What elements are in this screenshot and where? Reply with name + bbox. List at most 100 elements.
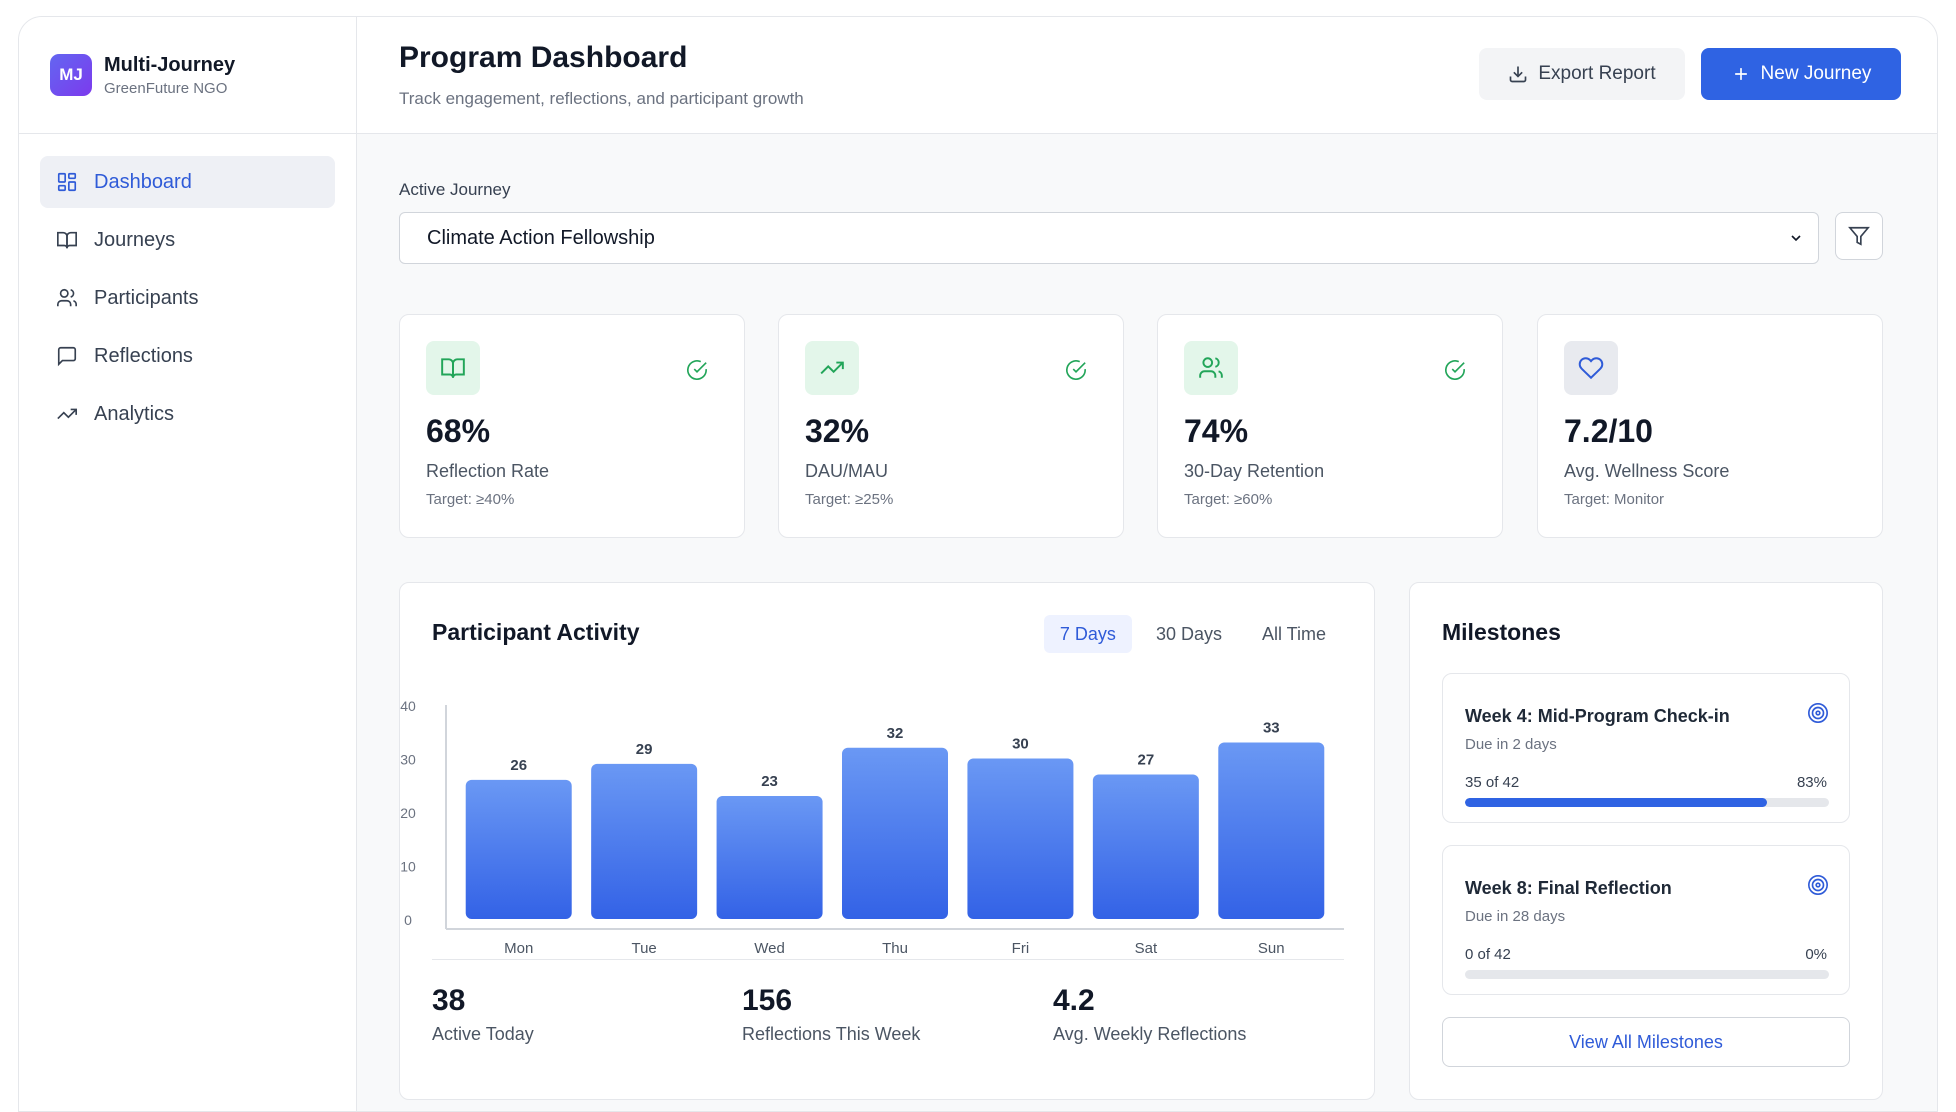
trending-up-icon: [57, 408, 77, 420]
metric-icon-box: [805, 341, 859, 395]
milestone-item[interactable]: Week 4: Mid-Program Check-in Due in 2 da…: [1442, 673, 1850, 823]
tab-all-time[interactable]: All Time: [1261, 624, 1326, 644]
milestone-percent: 0%: [1805, 946, 1827, 963]
active-journey-select[interactable]: Climate Action Fellowship: [399, 212, 1819, 264]
new-journey-label: New Journey: [1760, 63, 1872, 84]
stat-label: Reflections This Week: [742, 1024, 921, 1044]
sidebar: MJ Multi-Journey GreenFuture NGO Dashboa…: [19, 17, 357, 1111]
users-icon: [57, 288, 77, 307]
sidebar-item-participants[interactable]: Participants: [40, 272, 335, 324]
filter-icon: [1848, 226, 1870, 246]
app-window: MJ Multi-Journey GreenFuture NGO Dashboa…: [18, 16, 1938, 1112]
tab-7-days[interactable]: 7 Days: [1043, 615, 1132, 653]
bar-data-label: 27: [1138, 752, 1155, 769]
brand-org: GreenFuture NGO: [104, 79, 228, 97]
milestone-count: 35 of 42: [1465, 774, 1520, 791]
chart-bar: [591, 763, 698, 919]
bar-data-label: 23: [761, 773, 778, 790]
bar-data-label: 29: [636, 741, 653, 758]
metric-value: 74%: [1184, 413, 1249, 449]
metric-cards: 68% Reflection Rate Target: ≥40% 32% DAU…: [399, 314, 1883, 538]
check-circle-icon: [1066, 360, 1086, 380]
x-tick-label: Fri: [1012, 940, 1030, 953]
range-tabs: 7 Days 30 Days All Time: [1036, 615, 1342, 653]
chart-bar: [1218, 742, 1325, 919]
users-icon: [1199, 357, 1223, 378]
brand-logo: MJ: [50, 54, 92, 96]
book-icon: [57, 231, 77, 249]
milestone-name: Week 8: Final Reflection: [1465, 878, 1672, 898]
bar-data-label: 26: [510, 757, 527, 774]
sidebar-item-journeys[interactable]: Journeys: [40, 214, 335, 266]
sidebar-item-reflections[interactable]: Reflections: [40, 330, 335, 382]
stat-active-today: 38 Active Today: [432, 984, 534, 1045]
metric-card-dau-mau: 32% DAU/MAU Target: ≥25%: [778, 314, 1124, 538]
x-tick-label: Sat: [1135, 940, 1158, 953]
participant-activity-panel: Participant Activity 7 Days 30 Days All …: [399, 582, 1375, 1100]
page-title: Program Dashboard: [399, 41, 688, 74]
y-tick-label: 10: [400, 859, 416, 875]
x-tick-label: Tue: [631, 940, 656, 953]
milestone-due: Due in 2 days: [1465, 736, 1557, 753]
brand: MJ Multi-Journey GreenFuture NGO: [19, 17, 356, 134]
view-all-milestones-button[interactable]: View All Milestones: [1442, 1017, 1850, 1067]
export-report-button[interactable]: Export Report: [1479, 48, 1685, 100]
plus-icon: [1734, 68, 1747, 80]
activity-stats: 38 Active Today 156 Reflections This Wee…: [432, 959, 1344, 1044]
page-subtitle: Track engagement, reflections, and parti…: [399, 89, 804, 108]
metric-value: 7.2/10: [1564, 413, 1653, 449]
metric-label: Reflection Rate: [426, 461, 550, 481]
milestone-item[interactable]: Week 8: Final Reflection Due in 28 days …: [1442, 845, 1850, 995]
chart-bar: [967, 758, 1074, 919]
download-icon: [1510, 66, 1527, 83]
milestone-percent: 83%: [1796, 774, 1827, 791]
metric-label: Avg. Wellness Score: [1564, 461, 1730, 481]
metric-card-retention: 74% 30-Day Retention Target: ≥60%: [1157, 314, 1503, 538]
metric-value: 68%: [426, 413, 491, 449]
check-circle-icon: [1445, 360, 1465, 380]
y-tick-label: 20: [400, 805, 416, 821]
metric-label: DAU/MAU: [805, 461, 889, 481]
target-icon: [1808, 703, 1828, 723]
x-tick-label: Thu: [882, 940, 908, 953]
chart-bar: [1092, 774, 1199, 919]
bar-data-label: 33: [1263, 719, 1280, 736]
heart-icon: [1578, 357, 1604, 380]
dashboard-icon: [57, 172, 77, 192]
sidebar-item-label: Dashboard: [94, 170, 192, 193]
metric-icon-box: [1564, 341, 1618, 395]
stat-value: 38: [432, 984, 466, 1017]
brand-name: Multi-Journey: [104, 53, 236, 76]
metric-target: Target: ≥40%: [426, 491, 515, 508]
milestone-name: Week 4: Mid-Program Check-in: [1465, 706, 1730, 726]
sidebar-item-dashboard[interactable]: Dashboard: [40, 156, 335, 208]
stat-value: 156: [742, 984, 793, 1017]
tab-30-days[interactable]: 30 Days: [1155, 624, 1222, 644]
metric-value: 32%: [805, 413, 870, 449]
book-icon: [441, 358, 465, 378]
trending-up-icon: [820, 361, 844, 375]
milestone-progress-track: [1465, 970, 1829, 979]
metric-label: 30-Day Retention: [1184, 461, 1325, 481]
new-journey-button[interactable]: New Journey: [1701, 48, 1901, 100]
stat-label: Avg. Weekly Reflections: [1053, 1024, 1247, 1044]
metric-target: Target: ≥60%: [1184, 491, 1273, 508]
main-content: Active Journey Climate Action Fellowship…: [357, 134, 1937, 1111]
milestone-progress-fill: [1465, 798, 1768, 807]
sidebar-item-analytics[interactable]: Analytics: [40, 388, 335, 440]
chart-bar: [465, 779, 572, 919]
sidebar-nav: Dashboard Journeys Participants Reflecti…: [19, 134, 356, 468]
page-header: Program Dashboard Track engagement, refl…: [357, 17, 1937, 134]
x-tick-label: Wed: [754, 940, 785, 953]
bar-data-label: 30: [1012, 736, 1029, 753]
metric-card-wellness: 7.2/10 Avg. Wellness Score Target: Monit…: [1537, 314, 1883, 538]
milestone-due: Due in 28 days: [1465, 908, 1566, 925]
metric-icon-box: [1184, 341, 1238, 395]
sidebar-item-label: Participants: [94, 286, 199, 309]
stat-value: 4.2: [1053, 984, 1095, 1017]
sidebar-item-label: Reflections: [94, 344, 193, 367]
message-icon: [57, 346, 77, 367]
filter-button[interactable]: [1835, 212, 1883, 260]
metric-icon-box: [426, 341, 480, 395]
y-tick-label: 30: [400, 752, 416, 768]
